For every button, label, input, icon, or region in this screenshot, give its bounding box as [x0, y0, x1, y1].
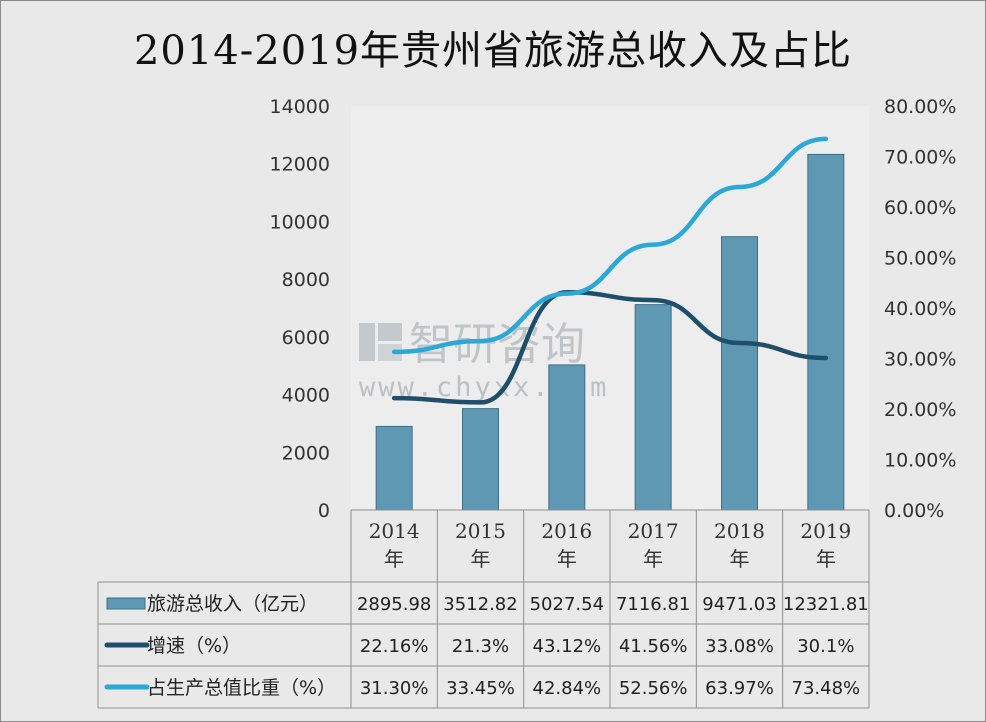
y-left-tick-label: 4000 [282, 385, 330, 407]
category-label: 2019 年 [800, 519, 851, 571]
category-label: 2014 年 [369, 519, 420, 571]
category-label: 2015 年 [455, 519, 506, 571]
legend-label: 旅游总收入（亿元） [147, 593, 318, 615]
gdp-share-point [823, 136, 828, 141]
legend-label: 占生产总值比重（%） [147, 677, 336, 699]
table-cell: 33.45% [446, 678, 515, 699]
gdp-share-point [478, 339, 483, 344]
gdp-share-point [651, 242, 656, 247]
y-left-tick-label: 6000 [282, 327, 330, 349]
table-cell: 41.56% [619, 636, 688, 657]
watermark-logo-icon [359, 323, 402, 361]
category-label: 2018 年 [714, 519, 765, 571]
y-left-tick-label: 10000 [270, 211, 330, 233]
y-right-tick-label: 70.00% [884, 147, 956, 169]
bar [634, 304, 672, 511]
y-right-tick-label: 40.00% [884, 298, 956, 320]
table-cell: 73.48% [792, 678, 861, 699]
bar [721, 236, 758, 511]
bar [462, 408, 499, 511]
y-right-tick-label: 60.00% [884, 197, 956, 219]
y-left-tick-label: 2000 [282, 442, 330, 464]
chart-title: 2014-2019年贵州省旅游总收入及占比 [134, 28, 852, 74]
y-right-tick-label: 50.00% [884, 248, 956, 270]
y-right-tick-label: 30.00% [884, 349, 956, 371]
legend-label: 增速（%） [147, 635, 241, 657]
bar [375, 425, 413, 511]
table-cell: 33.08% [705, 636, 774, 657]
growth-rate-point [392, 396, 397, 401]
watermark-brand: 智研咨询 [409, 319, 585, 370]
table-cell: 43.12% [533, 636, 602, 657]
gdp-share-point [392, 349, 397, 354]
table-cell: 3512.82 [443, 594, 517, 615]
y-right-tick-label: 20.00% [884, 399, 956, 421]
y-right-tick-label: 10.00% [884, 450, 956, 472]
table-cell: 9471.03 [702, 594, 776, 615]
bar [807, 153, 845, 511]
table-cell: 52.56% [619, 678, 688, 699]
gdp-share-point [564, 291, 569, 296]
y-left-tick-label: 14000 [270, 96, 330, 118]
category-label: 2017 年 [628, 519, 679, 571]
table-cell: 30.1% [797, 636, 854, 657]
table-cell: 21.3% [452, 636, 509, 657]
table-cell: 22.16% [360, 636, 429, 657]
growth-rate-point [651, 298, 656, 303]
axes: 14000 12000 10000 8000 6000 4000 2000 0 80.00% 70… [270, 96, 957, 522]
y-left-tick-label: 12000 [270, 154, 330, 176]
growth-rate-point [737, 340, 742, 345]
y-right-tick-label: 80.00% [884, 96, 956, 118]
y-right-tick-label: 0.00% [884, 500, 944, 522]
table-cell: 12321.81 [783, 594, 869, 615]
line-series [391, 136, 829, 405]
category-label: 2016 年 [541, 519, 592, 571]
legend-key-bar [106, 597, 146, 610]
gdp-share-point [737, 184, 742, 189]
table-cell: 63.97% [705, 678, 774, 699]
table-cell: 7116.81 [616, 594, 690, 615]
growth-rate-point [823, 355, 828, 360]
y-left-tick-label: 0 [318, 500, 330, 522]
table-cell: 42.84% [533, 678, 602, 699]
bar [548, 364, 586, 511]
table-cell: 2895.98 [357, 594, 431, 615]
bar-series [375, 153, 845, 511]
plot-area [351, 106, 869, 510]
growth-rate-point [478, 400, 483, 405]
table-cell: 5027.54 [530, 594, 604, 615]
table-cell: 31.30% [360, 678, 429, 699]
y-left-tick-label: 8000 [282, 269, 330, 291]
